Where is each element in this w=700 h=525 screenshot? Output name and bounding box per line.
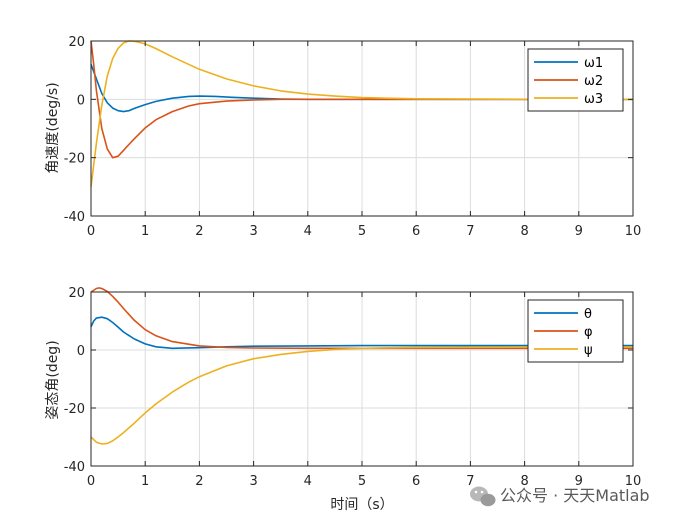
x-tick-label: 0 (87, 224, 95, 239)
y-tick-label: -20 (64, 152, 85, 167)
x-tick-label: 1 (141, 474, 149, 489)
x-tick-label: 6 (412, 224, 420, 239)
series-line-1 (90, 316, 633, 350)
y-tick-label: 0 (77, 93, 85, 108)
x-tick-label: 7 (466, 474, 474, 489)
legend-label: ψ (584, 343, 593, 358)
x-tick-label: 9 (575, 474, 583, 489)
angular-velocity-plot: 0 1 2 3 4 5 6 7 8 9 10 20 0 -20 -40 角速度(deg/s) ω1 ω2 ω3 (45, 35, 641, 239)
x-axis-label: 时间（s） (330, 497, 393, 513)
y-axis-label: 角速度(deg/s) (45, 82, 61, 173)
legend-label: φ (584, 325, 593, 340)
legend-label: ω1 (584, 56, 603, 71)
watermark: 公众号 · 天天Matlab (470, 486, 650, 507)
legend-label: ω3 (584, 92, 603, 107)
x-tick-label: 5 (358, 474, 366, 489)
y-tick-label: -40 (64, 460, 85, 475)
legend: θφψ (527, 299, 624, 363)
x-tick-label: 3 (249, 224, 257, 239)
y-tick-label: -20 (64, 402, 85, 417)
legend-label: ω2 (584, 74, 603, 89)
x-tick-label: 8 (520, 224, 528, 239)
x-tick-label: 4 (304, 474, 312, 489)
x-tick-label: 2 (195, 224, 203, 239)
wechat-icon (470, 486, 496, 507)
y-tick-label: 20 (68, 286, 85, 301)
series-line-2 (90, 40, 633, 159)
y-tick-label: 0 (77, 344, 85, 359)
y-axis-label: 姿态角(deg) (45, 340, 61, 419)
x-tick-label: 9 (575, 224, 583, 239)
x-tick-label: 4 (304, 224, 312, 239)
series-line-3 (90, 40, 633, 187)
x-tick-label: 7 (466, 224, 474, 239)
x-tick-label: 0 (87, 474, 95, 489)
legend-label: θ (584, 307, 592, 322)
x-tick-label: 10 (625, 224, 642, 239)
x-tick-label: 1 (141, 224, 149, 239)
attitude-angle-plot: 0 1 2 3 4 5 6 7 8 9 10 20 0 -20 -40 姿态角(deg) 时间（s） θφψ (45, 286, 641, 513)
y-tick-label: 20 (68, 35, 85, 50)
x-tick-label: 2 (195, 474, 203, 489)
legend: ω1 ω2 ω3 (527, 48, 624, 112)
x-tick-label: 3 (249, 474, 257, 489)
y-tick-label: -40 (64, 210, 85, 225)
x-tick-label: 8 (520, 474, 528, 489)
x-tick-label: 10 (625, 474, 642, 489)
x-tick-label: 5 (358, 224, 366, 239)
x-tick-label: 6 (412, 474, 420, 489)
series-line-3 (90, 346, 633, 445)
watermark-text: 公众号 · 天天Matlab (500, 486, 650, 505)
